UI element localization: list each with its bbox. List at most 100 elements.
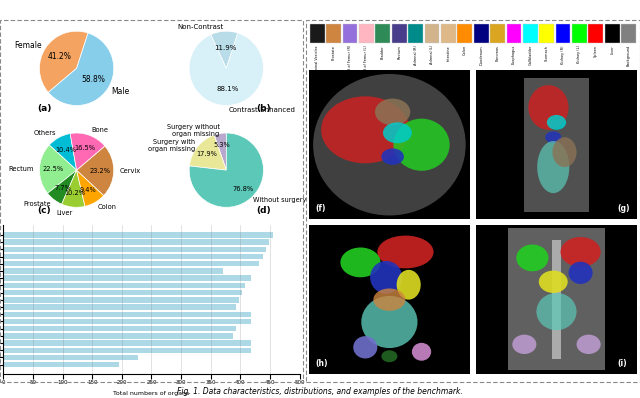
Text: 7.7%: 7.7% xyxy=(54,185,71,191)
Text: Esophagus: Esophagus xyxy=(512,45,516,64)
Ellipse shape xyxy=(547,115,566,130)
Bar xyxy=(441,23,456,43)
Ellipse shape xyxy=(381,350,397,362)
Text: 11.9%: 11.9% xyxy=(214,45,236,51)
Text: Prostate: Prostate xyxy=(23,201,51,207)
Bar xyxy=(3,240,269,245)
Ellipse shape xyxy=(375,99,410,125)
Bar xyxy=(3,247,266,252)
Text: Rectum: Rectum xyxy=(397,45,401,59)
Bar xyxy=(621,23,636,43)
Text: 76.8%: 76.8% xyxy=(232,186,253,192)
Text: Bladder: Bladder xyxy=(381,45,385,59)
Text: Liver: Liver xyxy=(56,210,72,216)
Bar xyxy=(3,326,236,332)
Bar xyxy=(3,333,234,339)
Ellipse shape xyxy=(529,85,568,130)
Ellipse shape xyxy=(370,261,403,294)
Text: Kidney (R): Kidney (R) xyxy=(561,45,565,64)
Text: Intestine: Intestine xyxy=(446,45,451,61)
Wedge shape xyxy=(48,33,114,105)
Ellipse shape xyxy=(378,236,433,268)
Bar xyxy=(359,23,374,43)
Bar xyxy=(474,23,488,43)
Text: Prostate: Prostate xyxy=(332,45,335,60)
Wedge shape xyxy=(211,31,238,68)
Text: 22.5%: 22.5% xyxy=(43,166,64,172)
Bar xyxy=(3,232,273,238)
Ellipse shape xyxy=(512,335,536,354)
Bar xyxy=(3,275,251,281)
Text: (g): (g) xyxy=(618,204,630,213)
Bar xyxy=(572,23,587,43)
Bar xyxy=(523,23,538,43)
Ellipse shape xyxy=(568,261,593,284)
Text: Contrast-Enhanced: Contrast-Enhanced xyxy=(229,107,296,113)
Ellipse shape xyxy=(539,271,568,293)
Bar xyxy=(3,355,138,360)
Wedge shape xyxy=(40,145,77,193)
Ellipse shape xyxy=(353,336,378,359)
Text: Stomach: Stomach xyxy=(545,45,548,61)
Text: 41.2%: 41.2% xyxy=(48,53,72,61)
Ellipse shape xyxy=(340,248,381,277)
Bar xyxy=(3,254,263,259)
Text: 17.9%: 17.9% xyxy=(196,151,217,157)
Text: Fig. 1. Data characteristics, distributions, and examples of the benchmark.: Fig. 1. Data characteristics, distributi… xyxy=(177,387,463,396)
Text: 5.3%: 5.3% xyxy=(214,142,230,148)
Text: Bone: Bone xyxy=(91,127,108,133)
Bar xyxy=(556,23,570,43)
Ellipse shape xyxy=(321,96,410,163)
Text: (c): (c) xyxy=(38,206,51,215)
Bar xyxy=(3,297,239,302)
Text: Background: Background xyxy=(627,45,630,66)
Bar xyxy=(552,240,561,359)
Wedge shape xyxy=(47,170,77,204)
Text: Surgery without
organ missing: Surgery without organ missing xyxy=(166,124,220,137)
Bar xyxy=(408,23,423,43)
Wedge shape xyxy=(61,170,85,207)
Text: Others: Others xyxy=(33,130,56,136)
Ellipse shape xyxy=(313,74,466,215)
Text: Cervix: Cervix xyxy=(119,168,140,174)
Bar xyxy=(540,23,554,43)
Text: Male: Male xyxy=(111,87,129,96)
Text: 88.1%: 88.1% xyxy=(216,86,239,92)
Text: Head of Femur (R): Head of Femur (R) xyxy=(348,45,352,78)
Text: Duodenum: Duodenum xyxy=(479,45,483,65)
Ellipse shape xyxy=(516,244,548,271)
Text: Without surgery: Without surgery xyxy=(253,197,307,203)
Ellipse shape xyxy=(545,131,561,143)
Ellipse shape xyxy=(552,137,577,167)
Wedge shape xyxy=(40,31,88,92)
Text: (a): (a) xyxy=(38,104,52,113)
Bar xyxy=(458,23,472,43)
Wedge shape xyxy=(189,133,264,207)
Bar xyxy=(3,304,236,310)
Text: 10.4%: 10.4% xyxy=(55,147,76,153)
Bar xyxy=(3,261,259,267)
Text: Colon: Colon xyxy=(463,45,467,55)
Ellipse shape xyxy=(362,296,417,348)
Bar xyxy=(3,312,251,317)
Ellipse shape xyxy=(412,343,431,361)
Text: Adrenal (R): Adrenal (R) xyxy=(413,45,417,65)
Text: Female: Female xyxy=(15,41,42,50)
Text: (i): (i) xyxy=(618,359,627,368)
Ellipse shape xyxy=(383,122,412,143)
Bar xyxy=(3,319,251,324)
Text: Head of Femur (L): Head of Femur (L) xyxy=(364,45,369,77)
Text: (h): (h) xyxy=(316,359,328,368)
Bar xyxy=(3,283,245,288)
Bar xyxy=(3,268,223,274)
Ellipse shape xyxy=(577,335,601,354)
Bar xyxy=(392,23,406,43)
Wedge shape xyxy=(49,134,77,170)
Text: Spleen: Spleen xyxy=(594,45,598,57)
Bar xyxy=(3,340,251,346)
Ellipse shape xyxy=(394,119,450,171)
Text: Surgery with
organ missing: Surgery with organ missing xyxy=(148,139,195,152)
Wedge shape xyxy=(189,33,264,105)
Text: Colon: Colon xyxy=(98,204,117,210)
Bar xyxy=(342,23,357,43)
